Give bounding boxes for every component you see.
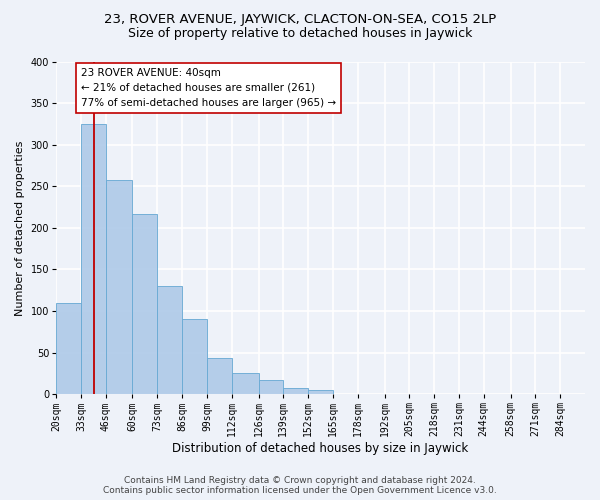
Bar — [232, 374, 259, 394]
Text: 23, ROVER AVENUE, JAYWICK, CLACTON-ON-SEA, CO15 2LP: 23, ROVER AVENUE, JAYWICK, CLACTON-ON-SE… — [104, 12, 496, 26]
Text: Size of property relative to detached houses in Jaywick: Size of property relative to detached ho… — [128, 28, 472, 40]
Bar — [259, 380, 283, 394]
Bar — [106, 180, 133, 394]
Bar — [81, 124, 106, 394]
Bar — [133, 214, 157, 394]
Y-axis label: Number of detached properties: Number of detached properties — [15, 140, 25, 316]
X-axis label: Distribution of detached houses by size in Jaywick: Distribution of detached houses by size … — [172, 442, 469, 455]
Bar — [157, 286, 182, 394]
Bar — [207, 358, 232, 394]
Text: 23 ROVER AVENUE: 40sqm
← 21% of detached houses are smaller (261)
77% of semi-de: 23 ROVER AVENUE: 40sqm ← 21% of detached… — [81, 68, 336, 108]
Text: Contains HM Land Registry data © Crown copyright and database right 2024.
Contai: Contains HM Land Registry data © Crown c… — [103, 476, 497, 495]
Bar — [308, 390, 333, 394]
Bar — [182, 320, 207, 394]
Bar — [56, 302, 81, 394]
Bar — [283, 388, 308, 394]
